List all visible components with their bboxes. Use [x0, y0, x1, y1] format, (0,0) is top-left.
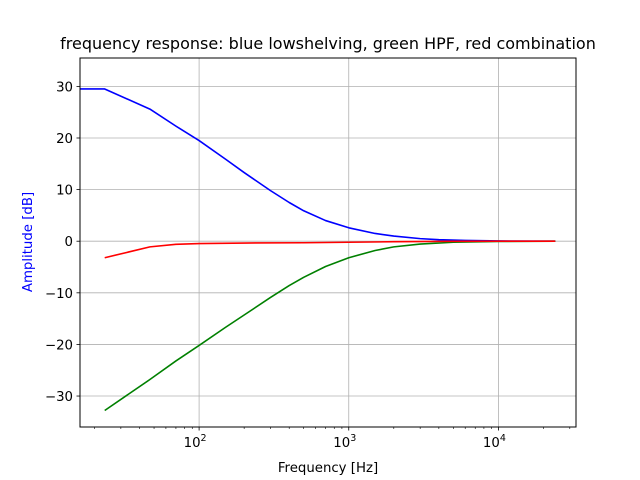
y-tick-label: 0	[65, 235, 73, 250]
y-axis-label: Amplitude [dB]	[21, 192, 36, 292]
x-axis-label: Frequency [Hz]	[278, 461, 378, 476]
y-tick-label: 20	[56, 132, 73, 147]
plot-frame	[79, 57, 577, 428]
grid	[80, 58, 576, 427]
y-tick-label: −30	[45, 390, 73, 405]
y-tick-label: 10	[56, 184, 73, 199]
x-tick-label: 103	[333, 433, 356, 451]
x-tick-label: 102	[184, 433, 207, 451]
series-line-1	[80, 88, 556, 243]
x-axis: 102 103 104	[94, 427, 571, 451]
y-tick-label: −10	[45, 287, 73, 302]
x-tick-label: 104	[483, 433, 506, 451]
y-axis: 30 20 10 0 −10 −20 −30	[45, 80, 80, 405]
series-line-3	[104, 240, 556, 259]
series-line-2	[104, 240, 556, 412]
chart-title: frequency response: blue lowshelving, gr…	[60, 34, 596, 53]
y-tick-label: 30	[56, 80, 73, 95]
y-tick-label: −20	[45, 338, 73, 353]
series-group	[80, 88, 556, 412]
